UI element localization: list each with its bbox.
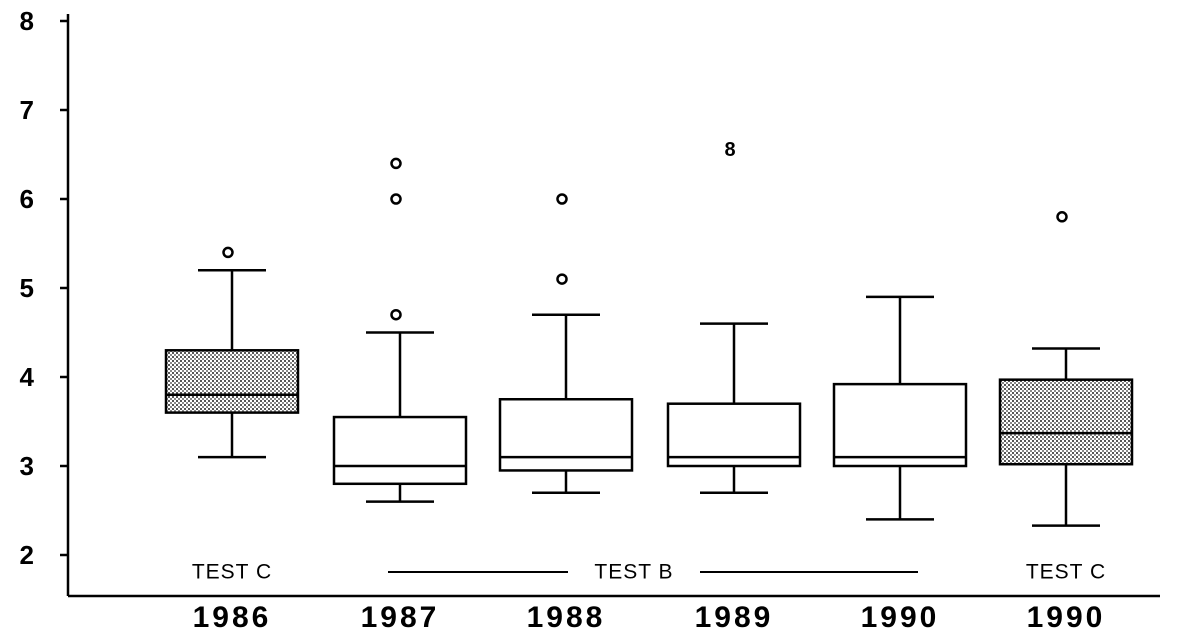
group-label-1: TEST C	[192, 561, 272, 584]
box-body	[498, 398, 634, 472]
box-3: 1988	[498, 193, 634, 634]
group-label-2: TEST B	[388, 561, 918, 584]
x-category-label: 1989	[695, 601, 774, 634]
axes: 2 3 4 5 6 7 8	[20, 6, 1160, 598]
outlier	[556, 273, 568, 285]
boxes: 1986 1987 1988 8 1989 1990 1990	[164, 139, 1134, 634]
y-tick-label: 4	[20, 362, 35, 392]
group-label-3: TEST C	[1026, 561, 1106, 584]
x-category-label: 1990	[861, 601, 940, 634]
group-labels: TEST C TEST B TEST C	[192, 561, 1106, 584]
y-tick-label: 6	[20, 184, 34, 214]
box-1: 1986	[164, 246, 300, 634]
box-body	[832, 382, 968, 468]
x-category-label: 1990	[1027, 601, 1106, 634]
y-tick-label: 3	[20, 451, 34, 481]
outlier	[390, 308, 402, 321]
group-label-text: TEST B	[594, 561, 673, 584]
outlier-marker: 8	[724, 139, 735, 161]
group-label-text: TEST C	[1026, 561, 1106, 584]
x-category-label: 1988	[527, 601, 606, 634]
y-tick-label: 2	[20, 540, 34, 570]
y-tick-label: 8	[20, 6, 34, 36]
box-body	[164, 349, 300, 414]
y-tick-label: 5	[20, 273, 34, 303]
x-category-label: 1987	[361, 601, 440, 634]
outlier	[390, 157, 402, 170]
box-5: 1990	[832, 295, 968, 634]
box-body	[666, 402, 802, 468]
outlier	[556, 193, 568, 205]
box-6: 1990	[998, 211, 1134, 634]
x-category-label: 1986	[193, 601, 272, 634]
box-body	[332, 415, 468, 486]
box-body	[998, 378, 1134, 466]
box-4: 8 1989	[666, 139, 802, 634]
y-tick-label: 7	[20, 95, 34, 125]
outlier	[1056, 211, 1068, 223]
outlier	[222, 246, 234, 259]
outlier	[390, 193, 402, 205]
group-label-text: TEST C	[192, 561, 272, 584]
box-2: 1987	[332, 157, 468, 634]
